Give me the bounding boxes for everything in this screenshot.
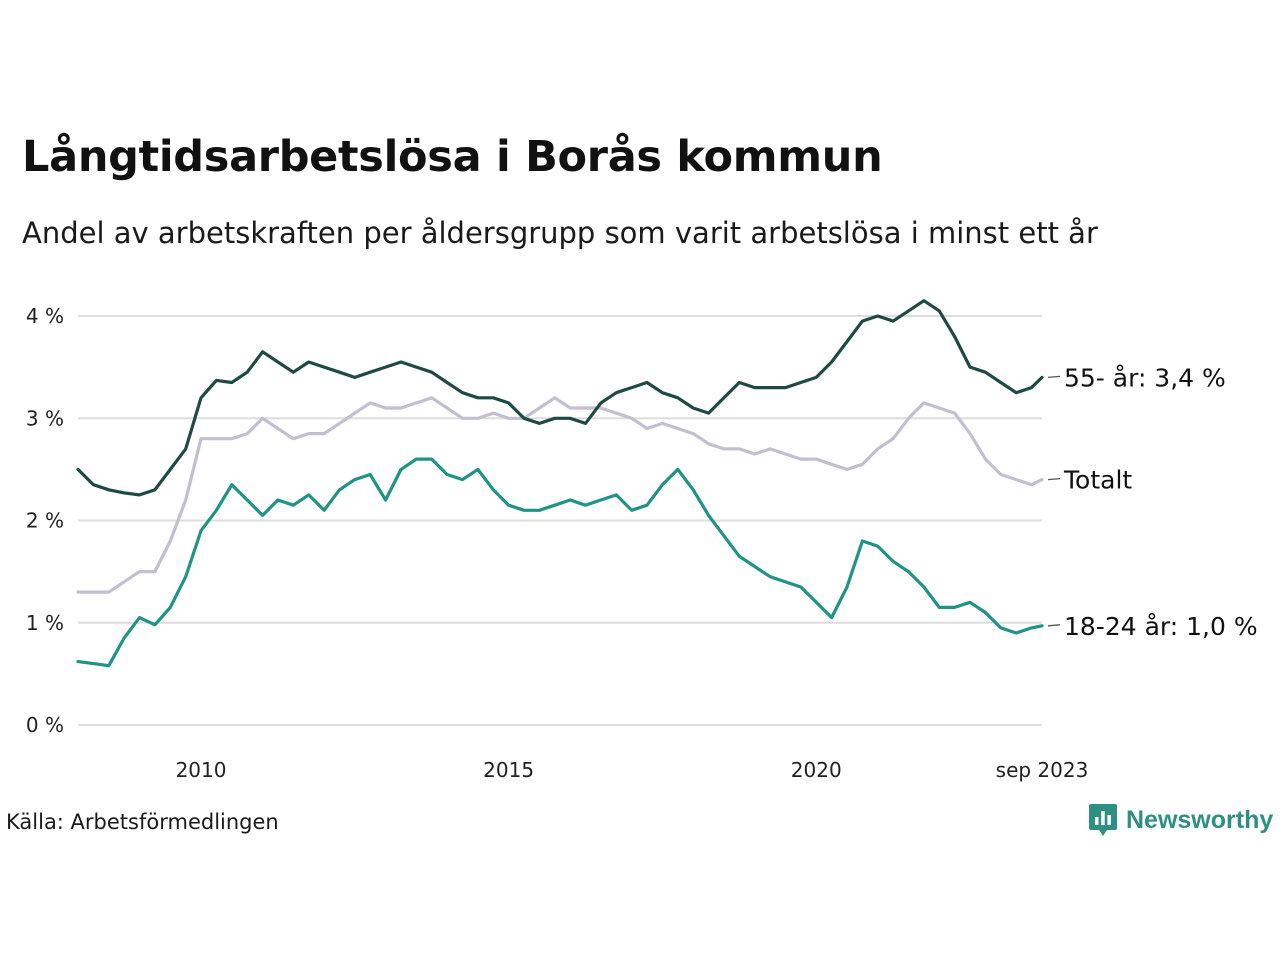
series-line-55-r <box>76 299 1044 497</box>
end-label-leader <box>1047 624 1061 627</box>
x-axis-ticks: 2010 2015 2020 sep 2023 <box>176 758 1089 782</box>
y-axis-ticks: 0 % 1 % 2 % 3 % 4 % <box>26 304 64 737</box>
series-end-label: Totalt <box>1063 466 1132 495</box>
x-tick-label: sep 2023 <box>996 758 1089 782</box>
end-label-leader <box>1047 375 1061 378</box>
x-tick-label: 2020 <box>791 758 842 782</box>
series-line-18-24-r <box>76 457 1044 668</box>
x-tick-label: 2010 <box>176 758 227 782</box>
brand-name: Newsworthy <box>1126 805 1274 834</box>
y-tick-label: 4 % <box>26 304 64 328</box>
source-note: Källa: Arbetsförmedlingen <box>6 810 279 834</box>
brand-logo: Newsworthy <box>1088 802 1273 838</box>
end-label-leader <box>1047 477 1061 481</box>
series-lines <box>76 299 1044 668</box>
y-tick-label: 3 % <box>26 406 64 430</box>
newsworthy-logo-icon <box>1089 804 1117 836</box>
series-end-label: 18-24 år: 1,0 % <box>1064 612 1258 641</box>
gridlines <box>78 315 1042 726</box>
series-line-totalt <box>76 396 1044 594</box>
y-tick-label: 1 % <box>26 611 64 635</box>
series-end-label: 55- år: 3,4 % <box>1064 363 1226 392</box>
y-tick-label: 2 % <box>26 509 64 533</box>
y-tick-label: 0 % <box>26 713 64 737</box>
series-end-labels: 55- år: 3,4 % Totalt 18-24 år: 1,0 % <box>1047 363 1258 641</box>
chart-title: Långtidsarbetslösa i Borås kommun <box>22 132 883 182</box>
chart-subtitle: Andel av arbetskraften per åldersgrupp s… <box>22 216 1098 250</box>
x-tick-label: 2015 <box>483 758 534 782</box>
